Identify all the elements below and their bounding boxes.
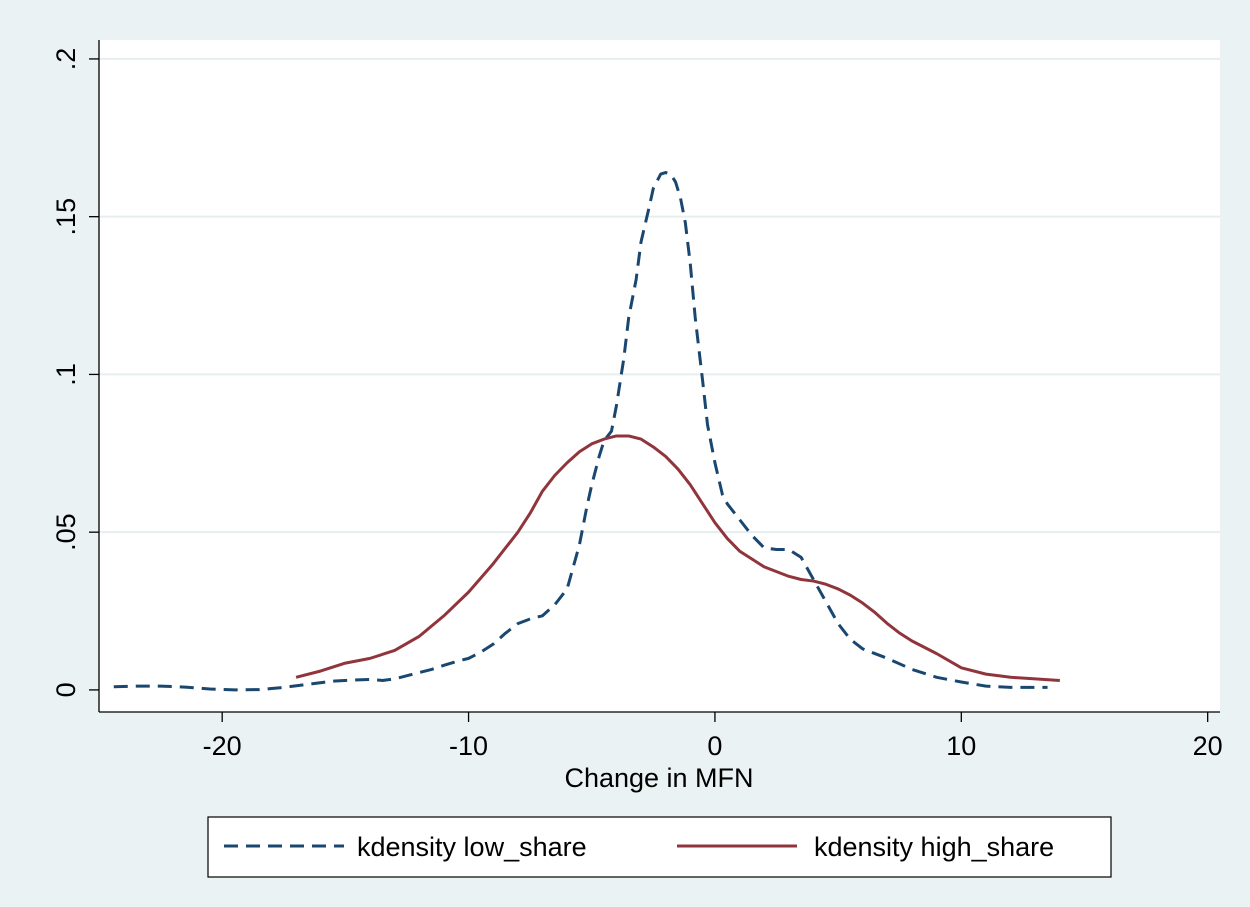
series-line-high-share [295,434,1060,682]
series-layer [113,171,1060,692]
legend: kdensity low_share kdensity high_share [207,816,1112,878]
x-axis-ticks: -20 -10 0 10 20 [203,712,1223,761]
x-tick-label: 0 [707,731,722,761]
y-tick-label: .2 [51,48,81,71]
y-tick-label: .1 [51,363,81,386]
x-axis-label: Change in MFN [564,763,753,793]
y-tick-label: .05 [51,513,81,551]
x-tick-label: 10 [946,731,976,761]
x-tick-label: 20 [1193,731,1223,761]
series-line-low-share [113,171,1048,692]
legend-label-low-share: kdensity low_share [357,832,587,862]
grid-lines [99,57,1220,534]
x-tick-label: -20 [203,731,242,761]
plot-area [99,40,1220,712]
y-tick-label: 0 [51,682,81,697]
y-tick-label: .15 [51,198,81,236]
legend-label-high-share: kdensity high_share [814,832,1054,862]
axes [98,40,1220,713]
y-axis-ticks: 0 .05 .1 .15 .2 [51,48,99,697]
x-tick-label: -10 [449,731,488,761]
legend-box [207,816,1112,878]
